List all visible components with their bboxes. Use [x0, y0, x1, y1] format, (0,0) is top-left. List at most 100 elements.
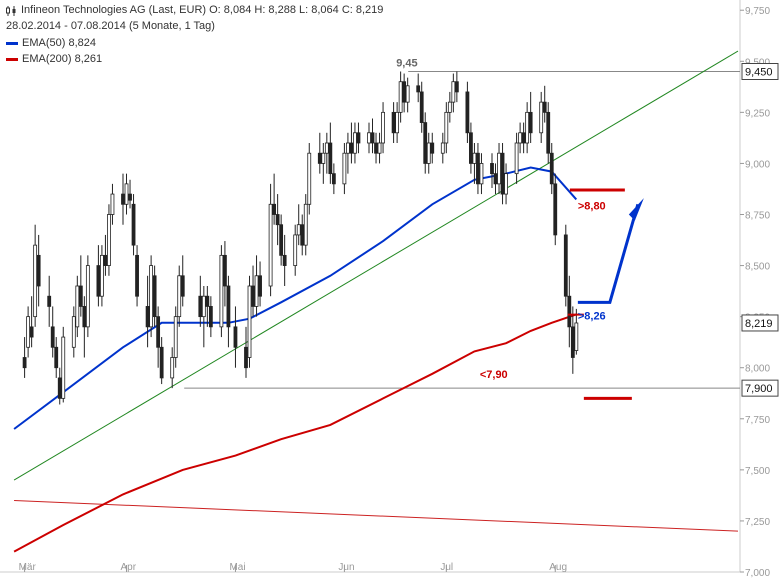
- candle-body: [36, 254, 41, 287]
- y-tick-label: 8,750: [745, 211, 770, 222]
- y-tick-label: 9,250: [745, 108, 770, 119]
- candle-body: [61, 336, 66, 399]
- candle-body: [282, 254, 287, 266]
- y-tick-label: 7,000: [745, 568, 770, 578]
- candle-body: [50, 326, 55, 348]
- candle-body: [353, 132, 357, 154]
- candle-body: [528, 111, 533, 134]
- projection-path: [577, 203, 640, 304]
- candle-body: [405, 85, 410, 103]
- legend-ema50-label: EMA(50) 8,824: [22, 37, 96, 49]
- candle-body: [525, 111, 530, 144]
- candle-body: [208, 306, 213, 328]
- x-tick-label: Aug: [549, 562, 567, 573]
- y-tick-label: 9,750: [745, 6, 770, 17]
- x-tick-label: Apr: [121, 562, 137, 573]
- candle-body: [156, 316, 161, 348]
- candle-body: [549, 152, 554, 185]
- target-mid-label: >8,26: [578, 311, 606, 323]
- candle-body: [29, 326, 34, 338]
- candle-body: [342, 152, 347, 185]
- level-945-box: [741, 63, 779, 80]
- candle-body: [180, 275, 185, 297]
- y-tick-label: 7,250: [745, 517, 770, 528]
- candle-body: [367, 132, 371, 144]
- candle-body: [346, 142, 350, 154]
- x-tick-label: Jun: [338, 562, 354, 573]
- candle-body: [416, 85, 421, 93]
- y-tick-label: 9,500: [745, 57, 770, 68]
- candle-body: [370, 132, 375, 144]
- candle-body: [469, 132, 473, 164]
- candle-body: [22, 357, 27, 369]
- ema50-line: [13, 166, 578, 430]
- candle-body: [539, 101, 544, 134]
- candle-body: [82, 306, 87, 328]
- candle-body: [553, 183, 558, 236]
- candle-body: [440, 142, 445, 154]
- candle-body: [356, 132, 361, 144]
- downtrend-line: [14, 500, 739, 532]
- candle-body: [476, 152, 480, 185]
- candle-body: [472, 152, 477, 164]
- candle-body: [100, 254, 104, 297]
- projection-arrowhead: [628, 198, 644, 221]
- y-tick-label: 8,000: [745, 364, 770, 375]
- candle-body: [159, 346, 164, 379]
- candle-body: [317, 152, 322, 164]
- candle-body: [321, 152, 326, 164]
- candle-body: [110, 193, 115, 215]
- candle-body: [307, 152, 312, 205]
- x-tick-label: Jul: [440, 562, 453, 573]
- candle-body: [451, 81, 456, 103]
- candle-body: [493, 173, 498, 185]
- last-price-box: [741, 314, 779, 332]
- level-790-label: 7,900: [745, 383, 773, 395]
- candle-body: [504, 173, 508, 195]
- candle-body: [567, 295, 572, 328]
- candle-body: [145, 306, 150, 328]
- candle-body: [430, 142, 435, 154]
- candle-body: [71, 316, 76, 348]
- candle-body: [233, 326, 238, 348]
- candle-body: [152, 275, 157, 318]
- candle-body: [128, 193, 132, 201]
- last-price-label: 8,219: [745, 318, 773, 330]
- candle-body: [518, 132, 523, 144]
- candle-body: [85, 265, 90, 328]
- candle-body: [402, 81, 407, 103]
- candle-body: [275, 214, 280, 226]
- candle-body: [33, 244, 38, 318]
- y-tick-label: 9,000: [745, 159, 770, 170]
- candle-body: [454, 81, 459, 93]
- y-tick-label: 7,750: [745, 415, 770, 426]
- candle-body: [542, 101, 547, 113]
- candle-body: [149, 265, 154, 328]
- level-790-box: [741, 379, 779, 397]
- candle-body: [258, 275, 262, 297]
- candle-body: [546, 111, 551, 154]
- candle-body: [219, 254, 224, 328]
- candle-body: [75, 285, 80, 328]
- candle-body: [349, 142, 354, 154]
- candle-body: [251, 285, 255, 307]
- candle-body: [514, 142, 519, 175]
- target-low-label: <7,90: [480, 369, 508, 381]
- candle-body: [279, 224, 284, 256]
- candle-body: [124, 183, 129, 205]
- candle-body: [328, 142, 333, 175]
- candle-body: [490, 163, 494, 175]
- candle-body: [296, 224, 301, 236]
- candle-body: [377, 142, 382, 154]
- level-945-label: 9,450: [745, 67, 773, 79]
- candle-body: [300, 224, 305, 246]
- candle-body: [177, 275, 182, 318]
- candlestick-icon: [6, 5, 18, 16]
- candle-body: [47, 295, 52, 307]
- chart-header-line1: Infineon Technologies AG (Last, EUR) O: …: [6, 4, 383, 16]
- candle-body: [479, 163, 484, 185]
- target-high-label: >8,80: [578, 200, 606, 212]
- candle-body: [78, 285, 83, 307]
- candle-body: [205, 295, 210, 307]
